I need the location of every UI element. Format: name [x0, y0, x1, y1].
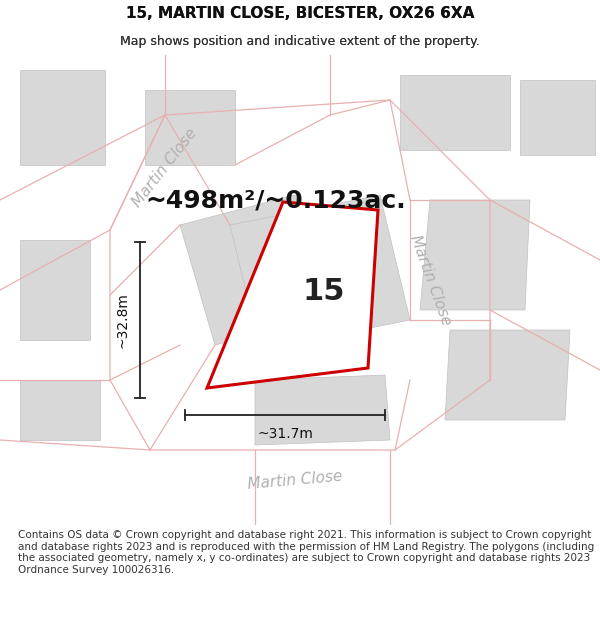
Text: Martin Close: Martin Close — [130, 126, 200, 210]
Polygon shape — [180, 195, 330, 345]
Text: 15: 15 — [303, 278, 345, 306]
Text: Contains OS data © Crown copyright and database right 2021. This information is : Contains OS data © Crown copyright and d… — [18, 530, 594, 575]
Polygon shape — [145, 90, 235, 165]
Text: Map shows position and indicative extent of the property.: Map shows position and indicative extent… — [120, 35, 480, 48]
Text: Martin Close: Martin Close — [247, 468, 343, 492]
Polygon shape — [0, 55, 120, 200]
Text: ~31.7m: ~31.7m — [257, 427, 313, 441]
Polygon shape — [255, 375, 390, 445]
Polygon shape — [20, 380, 100, 440]
Polygon shape — [207, 202, 378, 388]
Polygon shape — [440, 200, 600, 370]
Polygon shape — [0, 440, 600, 525]
Polygon shape — [110, 100, 490, 450]
Text: 15, MARTIN CLOSE, BICESTER, OX26 6XA: 15, MARTIN CLOSE, BICESTER, OX26 6XA — [126, 6, 474, 21]
Polygon shape — [400, 75, 510, 150]
Polygon shape — [20, 240, 90, 340]
Text: Map shows position and indicative extent of the property.: Map shows position and indicative extent… — [120, 35, 480, 48]
Text: ~32.8m: ~32.8m — [116, 292, 130, 348]
Text: 15, MARTIN CLOSE, BICESTER, OX26 6XA: 15, MARTIN CLOSE, BICESTER, OX26 6XA — [126, 6, 474, 21]
Polygon shape — [445, 330, 570, 420]
Polygon shape — [230, 195, 410, 350]
Polygon shape — [420, 200, 530, 310]
Polygon shape — [520, 80, 595, 155]
Text: ~498m²/~0.123ac.: ~498m²/~0.123ac. — [145, 188, 406, 212]
Polygon shape — [20, 70, 105, 165]
Text: Martin Close: Martin Close — [407, 232, 454, 328]
